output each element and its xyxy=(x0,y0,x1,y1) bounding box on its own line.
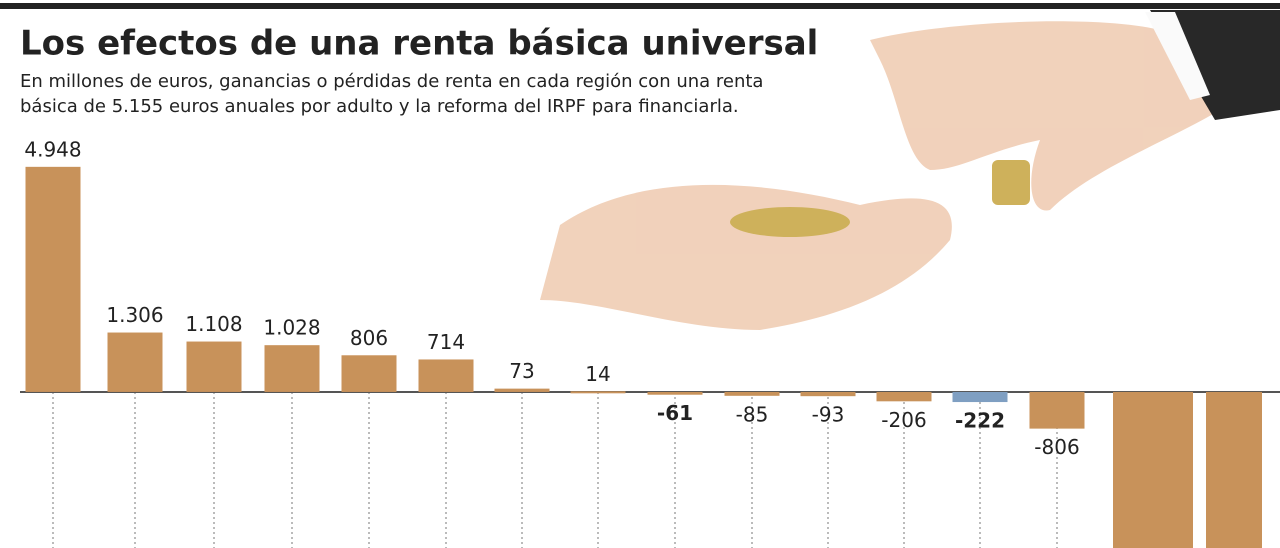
value-label: 73 xyxy=(509,359,534,383)
bar xyxy=(25,166,81,392)
bar xyxy=(570,391,626,394)
bar xyxy=(1206,391,1262,548)
top-rule xyxy=(0,3,1280,9)
bar xyxy=(876,391,932,402)
value-label: 1.306 xyxy=(106,303,163,327)
value-label: -85 xyxy=(736,402,769,426)
bar xyxy=(1029,391,1085,429)
bar xyxy=(647,391,703,395)
bar xyxy=(341,355,397,392)
value-label: 14 xyxy=(585,362,610,386)
bar xyxy=(494,388,550,392)
value-label: -806 xyxy=(1034,435,1079,459)
value-label: 714 xyxy=(427,330,465,354)
subtitle: básica de 5.155 euros anuales por adulto… xyxy=(20,96,739,117)
value-label: -222 xyxy=(955,409,1005,433)
bar xyxy=(418,359,474,392)
hands-illustration xyxy=(540,10,1280,330)
value-label: 1.108 xyxy=(185,312,242,336)
bar xyxy=(1113,391,1193,548)
bar xyxy=(264,345,320,392)
value-label: -61 xyxy=(657,401,693,425)
chart-title: Los efectos de una renta básica universa… xyxy=(20,24,818,64)
bar xyxy=(186,341,242,392)
value-label: 1.028 xyxy=(263,316,320,340)
bar xyxy=(800,391,856,397)
value-label: -206 xyxy=(881,408,926,432)
value-label: 806 xyxy=(350,326,388,350)
bar xyxy=(952,391,1008,403)
bar xyxy=(107,332,163,392)
subtitle: En millones de euros, ganancias o pérdid… xyxy=(20,71,763,92)
bar xyxy=(724,391,780,396)
value-label: -93 xyxy=(812,403,845,427)
value-label: 4.948 xyxy=(24,137,81,161)
